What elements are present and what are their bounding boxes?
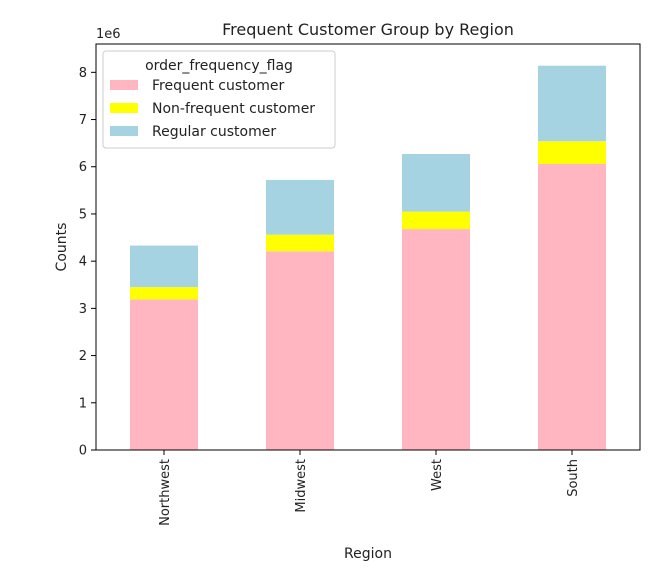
bar-west-series-0 xyxy=(402,229,470,450)
x-tick-label-midwest: Midwest xyxy=(294,459,309,513)
legend-box xyxy=(102,50,336,149)
chart-title: Frequent Customer Group by Region xyxy=(222,20,514,39)
y-tick-label: 5 xyxy=(79,207,87,222)
y-tick-label: 1 xyxy=(79,396,87,411)
bar-west-series-1 xyxy=(402,211,470,230)
x-tick-label-south: South xyxy=(566,459,581,497)
legend-swatch-0 xyxy=(110,80,138,90)
bar-west-series-2 xyxy=(402,153,470,212)
bar-south-series-1 xyxy=(538,141,606,164)
bar-midwest-series-1 xyxy=(266,234,334,252)
y-axis-offset-label: 1e6 xyxy=(96,27,121,42)
legend-items: Frequent customer Non-frequent customer Re… xyxy=(110,78,315,140)
bar-northwest-series-1 xyxy=(130,287,198,300)
legend-label-0: Frequent customer xyxy=(152,78,284,94)
bar-south-series-0 xyxy=(538,163,606,450)
bar-south-series-2 xyxy=(538,65,606,142)
x-tick-label-northwest: Northwest xyxy=(158,459,173,526)
bar-northwest-series-2 xyxy=(130,245,198,288)
y-tick-label: 2 xyxy=(79,349,87,364)
ticks-layer: 0 1 2 3 4 5 6 7 8 Northwest Midwest West South xyxy=(79,66,581,526)
legend-label-2: Regular customer xyxy=(152,124,276,140)
legend-swatch-1 xyxy=(110,103,138,113)
y-tick-label: 0 xyxy=(79,444,87,459)
bar-midwest-series-2 xyxy=(266,179,334,235)
legend-swatch-2 xyxy=(110,126,138,136)
y-axis-label: Counts xyxy=(54,223,70,272)
x-axis-label: Region xyxy=(344,546,392,562)
y-tick-label: 8 xyxy=(79,66,87,81)
legend-title: order_frequency_flag xyxy=(145,58,293,74)
legend: order_frequency_flag Frequent customer No… xyxy=(102,50,336,149)
y-tick-label: 4 xyxy=(79,255,87,270)
bar-northwest-series-0 xyxy=(130,299,198,450)
y-tick-label: 7 xyxy=(79,113,87,128)
legend-label-1: Non-frequent customer xyxy=(152,101,315,117)
y-tick-label: 3 xyxy=(79,302,87,317)
y-tick-label: 6 xyxy=(79,160,87,175)
bars-layer xyxy=(130,65,606,450)
plot-frame xyxy=(95,43,641,451)
x-tick-label-west: West xyxy=(430,459,445,491)
bar-midwest-series-0 xyxy=(266,251,334,450)
